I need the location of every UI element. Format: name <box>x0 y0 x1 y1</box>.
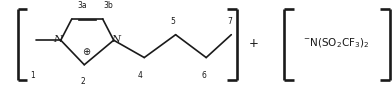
Text: 7: 7 <box>227 17 232 26</box>
Text: 5: 5 <box>171 17 176 26</box>
Text: 2: 2 <box>81 77 85 86</box>
Text: 3a: 3a <box>78 1 87 10</box>
Text: N: N <box>53 35 62 44</box>
Text: ⊕: ⊕ <box>82 47 90 57</box>
Text: +: + <box>249 37 259 50</box>
Text: 1: 1 <box>30 71 35 80</box>
Text: 4: 4 <box>138 71 143 80</box>
Text: $\mathregular{^{-}N(SO_{2}CF_{3})_{2}}$: $\mathregular{^{-}N(SO_{2}CF_{3})_{2}}$ <box>303 36 370 50</box>
Text: 3b: 3b <box>104 1 113 10</box>
Text: N: N <box>111 35 121 44</box>
Text: 6: 6 <box>201 71 206 80</box>
